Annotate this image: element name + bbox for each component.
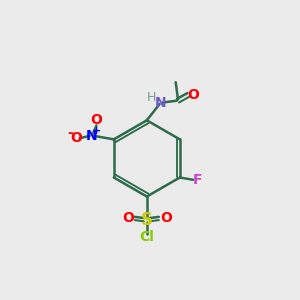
Text: O: O xyxy=(70,131,82,145)
Text: O: O xyxy=(122,212,134,226)
Text: H: H xyxy=(147,92,157,104)
Text: O: O xyxy=(160,212,172,226)
Text: N: N xyxy=(155,96,167,110)
Text: N: N xyxy=(86,129,98,143)
Text: +: + xyxy=(92,126,101,136)
Text: O: O xyxy=(91,113,102,127)
Text: -: - xyxy=(68,126,73,140)
Text: F: F xyxy=(192,173,202,187)
Text: Cl: Cl xyxy=(140,230,154,244)
Text: S: S xyxy=(141,211,153,229)
Text: O: O xyxy=(187,88,199,102)
